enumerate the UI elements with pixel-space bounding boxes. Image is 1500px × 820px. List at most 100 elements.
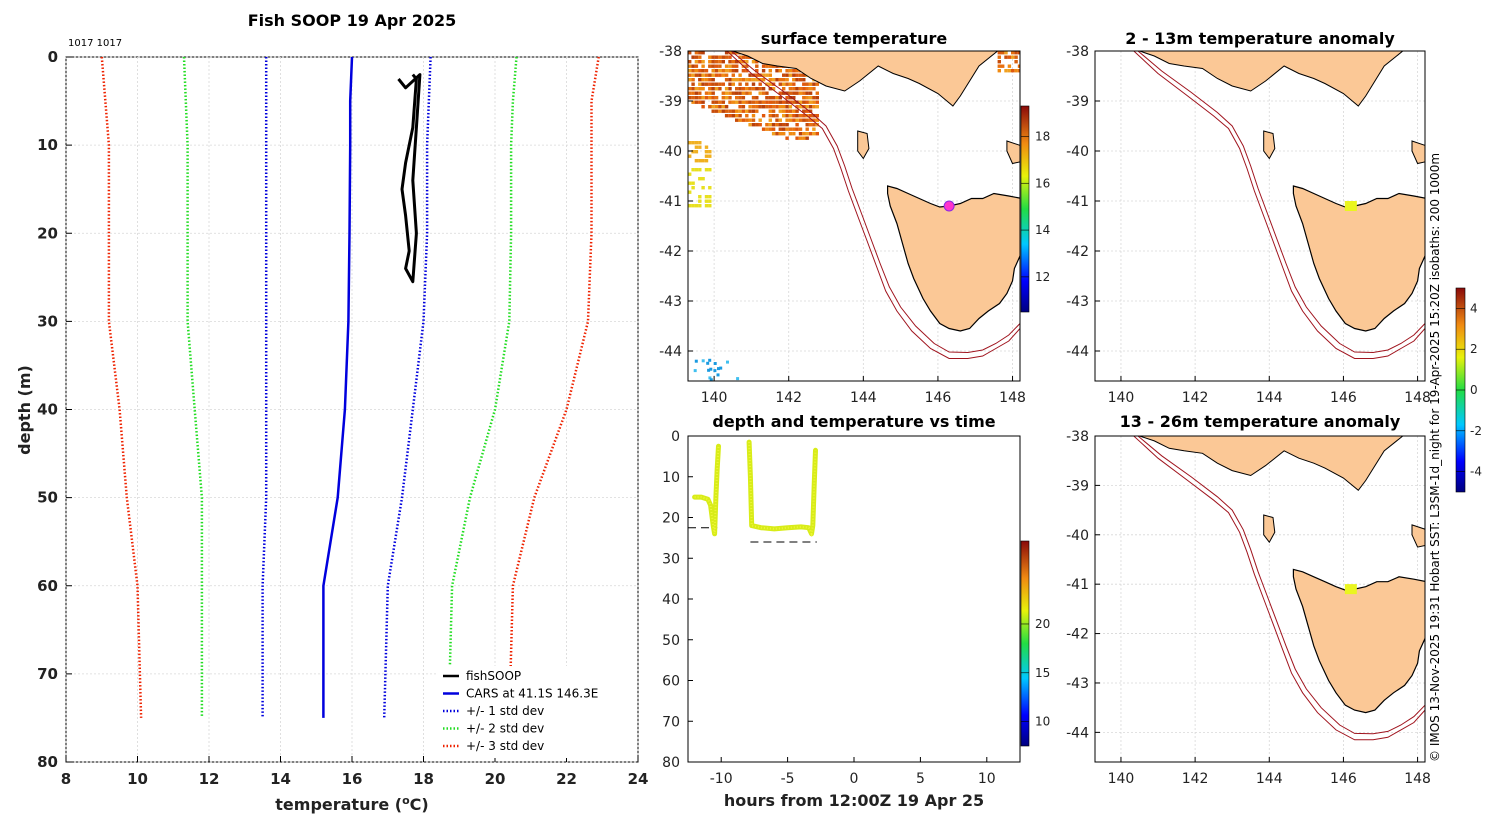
sst-pixel (815, 100, 819, 104)
sst-pixel (775, 105, 779, 109)
sst-pixel (775, 69, 779, 73)
x-tick-label: 12 (199, 770, 220, 788)
sst-pixel (795, 123, 799, 127)
sst-pixel (728, 78, 732, 82)
surface-map-title: surface temperature (761, 29, 948, 48)
sst-pixel (1017, 69, 1020, 73)
ts-y-tick-label: 40 (662, 592, 680, 608)
sst-pixel (792, 114, 796, 118)
cast-track-dots (694, 446, 720, 534)
sst-pixel (691, 82, 695, 86)
sst-pixel (698, 199, 702, 203)
sst-pixel (795, 91, 799, 95)
sst-pixel (694, 87, 699, 91)
cast-location-marker (1344, 201, 1357, 211)
sst-pixel (688, 73, 692, 77)
sst-pixel (808, 96, 813, 100)
sst-pixel (748, 109, 752, 113)
sst-pixel (708, 60, 712, 64)
sst-pixel (716, 373, 720, 377)
sst-pixel (691, 141, 695, 145)
sst-pixel (701, 96, 705, 100)
sst-pixel (795, 127, 799, 131)
sst-pixel (728, 114, 732, 118)
map-x-tick-label: 146 (1330, 771, 1357, 787)
sst-pixel (721, 91, 725, 95)
sst-pixel (778, 127, 782, 131)
sst-pixel (704, 204, 709, 208)
colorbar-label: -4 (1470, 465, 1482, 479)
sst-pixel (812, 127, 816, 131)
sst-pixel (788, 73, 793, 77)
sst-pixel (745, 118, 749, 122)
sst-pixel (698, 204, 702, 208)
sst-pixel (782, 105, 786, 109)
sst-pixel (775, 114, 779, 118)
sst-pixel (721, 73, 725, 77)
sst-pixel (765, 73, 769, 77)
sst-pixel (758, 87, 762, 91)
sst-pixel (785, 127, 789, 131)
sst-pixel (798, 91, 803, 95)
sst-pixel (798, 118, 803, 122)
sst-pixel (738, 87, 742, 91)
sst-pixel (728, 51, 732, 55)
sst-pixel (792, 132, 796, 136)
sst-pixel (694, 60, 699, 64)
king-island (1263, 130, 1276, 160)
map-y-tick-label: -38 (659, 44, 682, 60)
map-x-tick-label: 148 (1404, 771, 1431, 787)
sst-pixel (688, 78, 692, 82)
sst-pixel (701, 82, 705, 86)
ts-x-tick-label: -5 (781, 771, 795, 787)
sst-pixel (726, 360, 729, 364)
sst-pixel (792, 78, 796, 82)
sst-pixel (714, 82, 719, 86)
map-y-tick-label: -40 (659, 144, 682, 160)
sst-pixel (815, 114, 819, 118)
timeseries-colorbar: 10 15 20 (1020, 540, 1050, 747)
sst-pixel (745, 69, 749, 73)
sst-pixel (745, 114, 749, 118)
sst-pixel (785, 82, 789, 86)
sst-pixel (815, 118, 819, 122)
sst-pixel (735, 100, 739, 104)
sst-pixel (708, 168, 712, 172)
map-x-tick-label: 140 (1108, 390, 1135, 406)
ts-y-tick-label: 20 (662, 511, 680, 527)
sst-pixel (768, 105, 772, 109)
sst-pixel (758, 105, 762, 109)
flinders-island (1411, 140, 1425, 165)
sst-pixel (765, 105, 769, 109)
sst-pixel (735, 64, 739, 68)
sst-pixel (738, 82, 742, 86)
sst-pixel (785, 118, 789, 122)
legend-label: +/- 3 std dev (466, 739, 544, 753)
sst-pixel (714, 73, 719, 77)
sst-pixel (788, 109, 793, 113)
sst-pixel (721, 105, 725, 109)
sst-pixel (1007, 69, 1012, 73)
sst-pixel (798, 87, 803, 91)
sst-pixel (802, 96, 806, 100)
colorbar-label: 18 (1035, 129, 1050, 143)
sst-pixel (708, 73, 712, 77)
sst-pixel (815, 91, 819, 95)
sst-pixel (708, 55, 712, 59)
sst-pixel (812, 96, 816, 100)
sst-pixel (698, 55, 702, 59)
map-x-tick-label: 146 (1330, 390, 1357, 406)
sst-pixel (748, 91, 752, 95)
sst-pixel (724, 114, 729, 118)
sst-pixel (724, 51, 729, 55)
mainland-australia (1101, 51, 1405, 107)
sst-pixel (745, 78, 749, 82)
sst-pixel (802, 73, 806, 77)
sst-pixel (731, 82, 735, 86)
sst-pixel (698, 159, 702, 163)
ts-y-tick-label: 70 (662, 714, 680, 730)
x-tick-label: 14 (270, 770, 291, 788)
sst-pixel (802, 91, 806, 95)
sst-pixel (745, 60, 749, 64)
sst-pixel (708, 78, 712, 82)
